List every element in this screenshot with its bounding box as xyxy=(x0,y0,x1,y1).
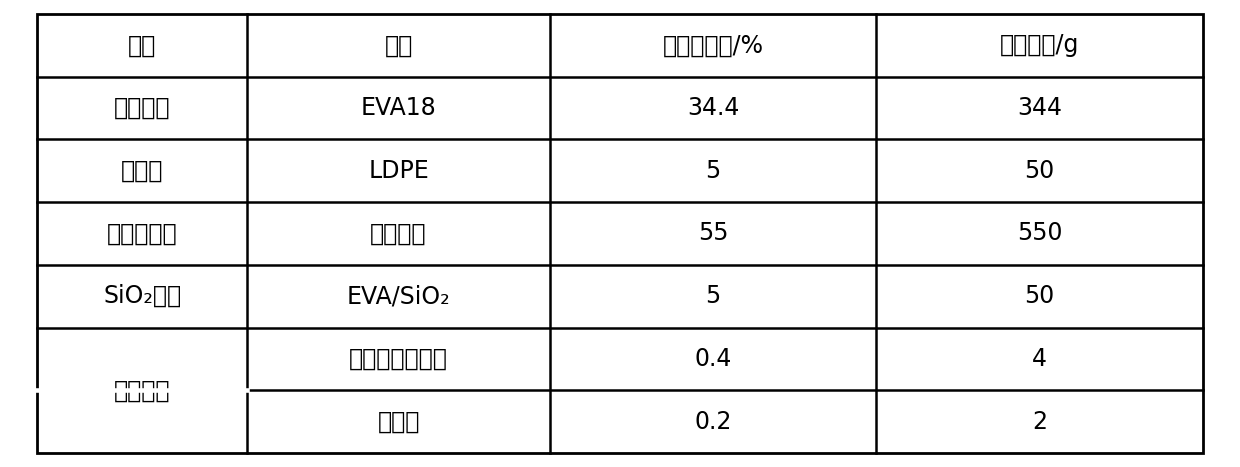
Text: 55: 55 xyxy=(698,221,728,246)
Text: 硅酮粉: 硅酮粉 xyxy=(377,410,419,434)
Text: 344: 344 xyxy=(1017,96,1063,120)
Text: EVA/SiO₂: EVA/SiO₂ xyxy=(347,284,450,308)
Text: 34.4: 34.4 xyxy=(687,96,739,120)
Text: 4: 4 xyxy=(1032,347,1047,371)
Text: 添加质量/g: 添加质量/g xyxy=(999,33,1079,57)
Text: 添加百分比/%: 添加百分比/% xyxy=(662,33,764,57)
Text: 受阻酚类抗氧剂: 受阻酚类抗氧剂 xyxy=(350,347,448,371)
Text: 550: 550 xyxy=(1017,221,1063,246)
Text: 0.2: 0.2 xyxy=(694,410,732,434)
Text: 5: 5 xyxy=(706,159,720,183)
Text: 物质: 物质 xyxy=(384,33,413,57)
Text: 2: 2 xyxy=(1032,410,1047,434)
Text: 0.4: 0.4 xyxy=(694,347,732,371)
Text: EVA18: EVA18 xyxy=(361,96,436,120)
Text: 树脂基体: 树脂基体 xyxy=(114,96,170,120)
Text: 相容剂: 相容剂 xyxy=(122,159,164,183)
Text: 成分: 成分 xyxy=(128,33,156,57)
Text: LDPE: LDPE xyxy=(368,159,429,183)
Text: 氢氧化铝: 氢氧化铝 xyxy=(371,221,427,246)
Text: 50: 50 xyxy=(1024,159,1055,183)
Text: SiO₂母粒: SiO₂母粒 xyxy=(103,284,181,308)
Text: 50: 50 xyxy=(1024,284,1055,308)
Text: 加工助剂: 加工助剂 xyxy=(114,378,170,402)
Text: 无机阻燃剂: 无机阻燃剂 xyxy=(107,221,177,246)
Text: 5: 5 xyxy=(706,284,720,308)
